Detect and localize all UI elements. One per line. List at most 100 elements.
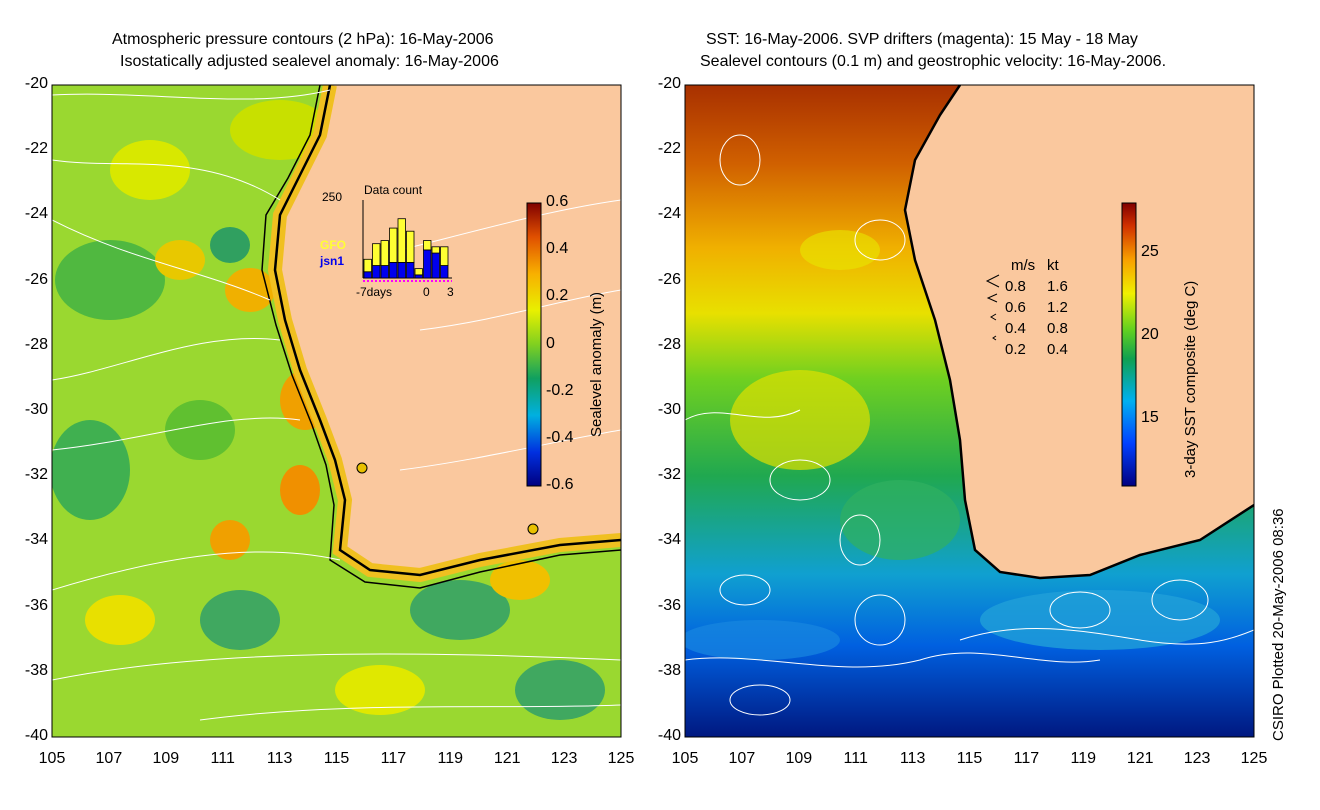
left-colorbar-tick: 0.4 <box>546 240 569 258</box>
right-coastline <box>903 85 1254 580</box>
inset-bar-gfo <box>389 227 398 263</box>
inset-legend-jsn1: jsn1 <box>320 254 345 268</box>
left-colorbar-tick: -0.6 <box>546 476 574 493</box>
right-colorbar-label: 3-day SST composite (deg C) <box>1182 280 1199 478</box>
inset-bar-gfo <box>440 246 449 266</box>
lon-tick-label: 123 <box>1183 750 1211 767</box>
inset-bar-gfo <box>397 218 406 263</box>
left-colorbar-tick: -0.4 <box>546 428 574 446</box>
inset-bar-jsn1 <box>363 271 372 279</box>
lat-tick-label: -36 <box>24 596 48 614</box>
lat-tick-label: -22 <box>24 140 48 158</box>
lon-tick-label: 111 <box>843 750 868 767</box>
velocity-legend: m/s kt 0.8 1.6 0.6 1.2 0.4 0.8 0.2 0.4 <box>1005 255 1068 360</box>
right-colorbar-tick: 20 <box>1141 326 1159 344</box>
lon-tick-label: 115 <box>323 750 350 767</box>
lat-tick-label: -22 <box>657 140 681 158</box>
lon-tick-label: 119 <box>1070 750 1097 767</box>
left-colorbar-tick: 0.6 <box>546 193 569 210</box>
inset-bar-jsn1 <box>431 252 440 279</box>
lat-tick-label: -38 <box>24 661 48 679</box>
lat-tick-label: -36 <box>657 596 681 614</box>
velocity-legend-row: 0.6 1.2 <box>1005 299 1068 316</box>
left-colorbar <box>526 202 542 487</box>
lat-tick-label: -26 <box>657 270 681 288</box>
right-sst-blobs <box>685 230 1220 660</box>
lon-tick-label: 111 <box>210 750 235 767</box>
inset-legend-gfo: GFO <box>320 238 346 252</box>
lon-tick-label: 107 <box>95 750 123 767</box>
velocity-legend-arrows <box>985 274 1000 341</box>
right-colorbar-tick: 25 <box>1141 242 1159 260</box>
inset-xlabel-zero: 0 <box>423 285 430 299</box>
velocity-legend-row: 0.8 1.6 <box>1005 278 1068 295</box>
lat-tick-label: -34 <box>24 531 48 549</box>
lat-tick-label: -34 <box>657 531 681 549</box>
lat-tick-label: -40 <box>657 727 681 744</box>
lat-tick-label: -40 <box>24 727 48 744</box>
lat-tick-label: -20 <box>657 75 681 92</box>
lat-tick-label: -32 <box>24 466 48 484</box>
right-colorbar-tick: 15 <box>1141 409 1159 427</box>
inset-xlabel-left: -7days <box>356 285 393 299</box>
velocity-legend-header: m/s kt <box>1011 257 1059 274</box>
inset-bar-jsn1 <box>414 274 423 279</box>
left-colorbar-tick: -0.2 <box>546 381 574 399</box>
inset-bar-jsn1 <box>389 261 398 279</box>
left-colorbar-label: Sealevel anomaly (m) <box>588 291 605 437</box>
inset-ymax-label: 250 <box>322 190 343 204</box>
lon-tick-label: 115 <box>956 750 983 767</box>
lat-tick-label: -30 <box>657 401 681 418</box>
left-title-line2: Isostatically adjusted sealevel anomaly:… <box>120 53 499 70</box>
lon-tick-label: 105 <box>671 750 699 767</box>
right-sealevel-contours <box>685 134 1254 716</box>
inset-bar-gfo <box>406 230 415 263</box>
lon-tick-label: 109 <box>785 750 813 767</box>
lat-tick-label: -24 <box>657 205 681 223</box>
lat-tick-label: -38 <box>657 661 681 679</box>
lon-tick-label: 117 <box>1013 750 1040 767</box>
inset-title: Data count <box>364 183 423 197</box>
lon-tick-label: 105 <box>38 750 66 767</box>
lon-tick-label: 119 <box>437 750 464 767</box>
inset-bar-gfo <box>423 240 432 251</box>
lon-tick-label: 117 <box>380 750 407 767</box>
left-colorbar-tick: 0 <box>546 334 555 352</box>
left-coastline <box>273 85 621 577</box>
inset-bar-gfo <box>380 240 389 266</box>
right-title-line2: Sealevel contours (0.1 m) and geostrophi… <box>700 53 1167 70</box>
inset-bar-jsn1 <box>440 265 449 279</box>
velocity-legend-row: 0.2 0.4 <box>1005 341 1068 358</box>
inset-bar-jsn1 <box>406 261 415 279</box>
lat-tick-label: -24 <box>24 205 48 223</box>
left-title-line1: Atmospheric pressure contours (2 hPa): 1… <box>112 31 494 48</box>
lon-tick-label: 123 <box>550 750 578 767</box>
lat-tick-label: -20 <box>24 75 48 92</box>
inset-bar-gfo <box>372 243 381 266</box>
right-title-line1: SST: 16-May-2006. SVP drifters (magenta)… <box>706 31 1138 48</box>
inset-bar-jsn1 <box>423 249 432 279</box>
lat-tick-label: -28 <box>657 335 681 353</box>
inset-bar-jsn1 <box>372 265 381 279</box>
inset-bar-jsn1 <box>397 261 406 279</box>
lon-tick-label: 125 <box>1240 750 1268 767</box>
lon-tick-label: 109 <box>152 750 180 767</box>
inset-bar-gfo <box>414 268 423 276</box>
lat-tick-label: -30 <box>24 401 48 418</box>
inset-bar-gfo <box>363 258 372 273</box>
lon-tick-label: 121 <box>493 750 521 767</box>
velocity-legend-row: 0.4 0.8 <box>1005 320 1068 337</box>
lon-tick-label: 113 <box>899 750 926 767</box>
lon-tick-label: 125 <box>607 750 635 767</box>
credit-label: CSIRO Plotted 20-May-2006 08:36 <box>1270 508 1287 741</box>
inset-bar-gfo <box>431 246 440 254</box>
lon-tick-label: 121 <box>1126 750 1154 767</box>
lat-tick-label: -28 <box>24 335 48 353</box>
lat-tick-label: -26 <box>24 270 48 288</box>
lon-tick-label: 113 <box>266 750 293 767</box>
lon-tick-label: 107 <box>728 750 756 767</box>
right-land <box>905 85 1254 578</box>
lat-tick-label: -32 <box>657 466 681 484</box>
data-count-inset <box>362 200 452 282</box>
